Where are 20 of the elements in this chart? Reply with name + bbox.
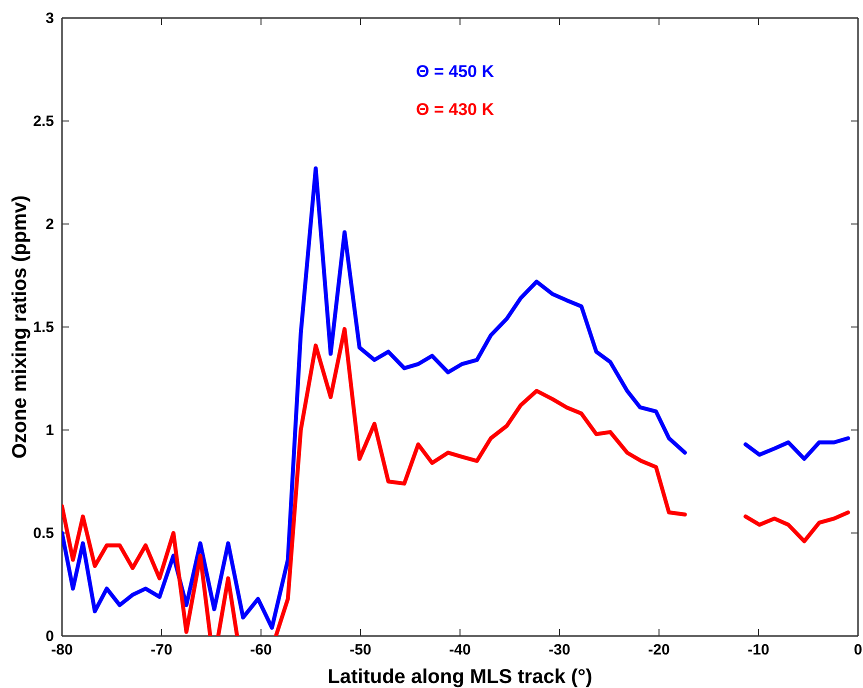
x-tick-label: -30 (548, 642, 570, 659)
text: Θ = 450 K (416, 62, 495, 81)
x-tick-label: -50 (350, 642, 372, 659)
x-tick-label: -60 (250, 642, 272, 659)
y-tick-label: 0 (46, 628, 54, 645)
x-tick-label: -40 (449, 642, 471, 659)
y-tick-label: 2.5 (33, 112, 54, 130)
x-tick-label: -20 (648, 642, 670, 659)
y-tick-label: 1.5 (33, 318, 54, 336)
text: Θ = 430 K (416, 100, 495, 119)
x-tick-label: 0 (854, 642, 862, 659)
y-tick-label: 3 (46, 10, 54, 27)
x-tick-label: -70 (150, 642, 172, 659)
y-tick-label: 1 (46, 422, 54, 439)
y-axis-title: Ozone mixing ratios (ppmv) (9, 195, 31, 459)
y-tick-label: 2 (46, 216, 54, 233)
x-tick-label: -10 (748, 642, 770, 659)
y-tick-label: 0.5 (33, 524, 54, 542)
x-tick-label: -80 (51, 642, 73, 659)
x-axis-title: Latitude along MLS track (°) (328, 666, 592, 688)
